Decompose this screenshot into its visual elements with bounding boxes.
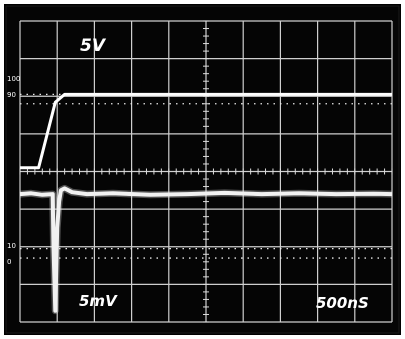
top-trace-label: 5V [80,36,107,56]
left-scale-90: 90 [7,91,16,99]
screen [5,5,400,334]
timebase-label: 500nS [316,294,369,312]
left-scale-10: 10 [7,242,16,250]
bottom-trace-label: 5mV [79,292,118,310]
center-axis-ticks [19,20,393,323]
trace-top [20,92,392,170]
left-scale-0: 0 [7,258,11,266]
traces [19,92,393,315]
trace-bottom-noise-band [19,184,393,315]
left-scale-100: 100 [7,75,20,83]
trace-bottom [19,186,393,313]
